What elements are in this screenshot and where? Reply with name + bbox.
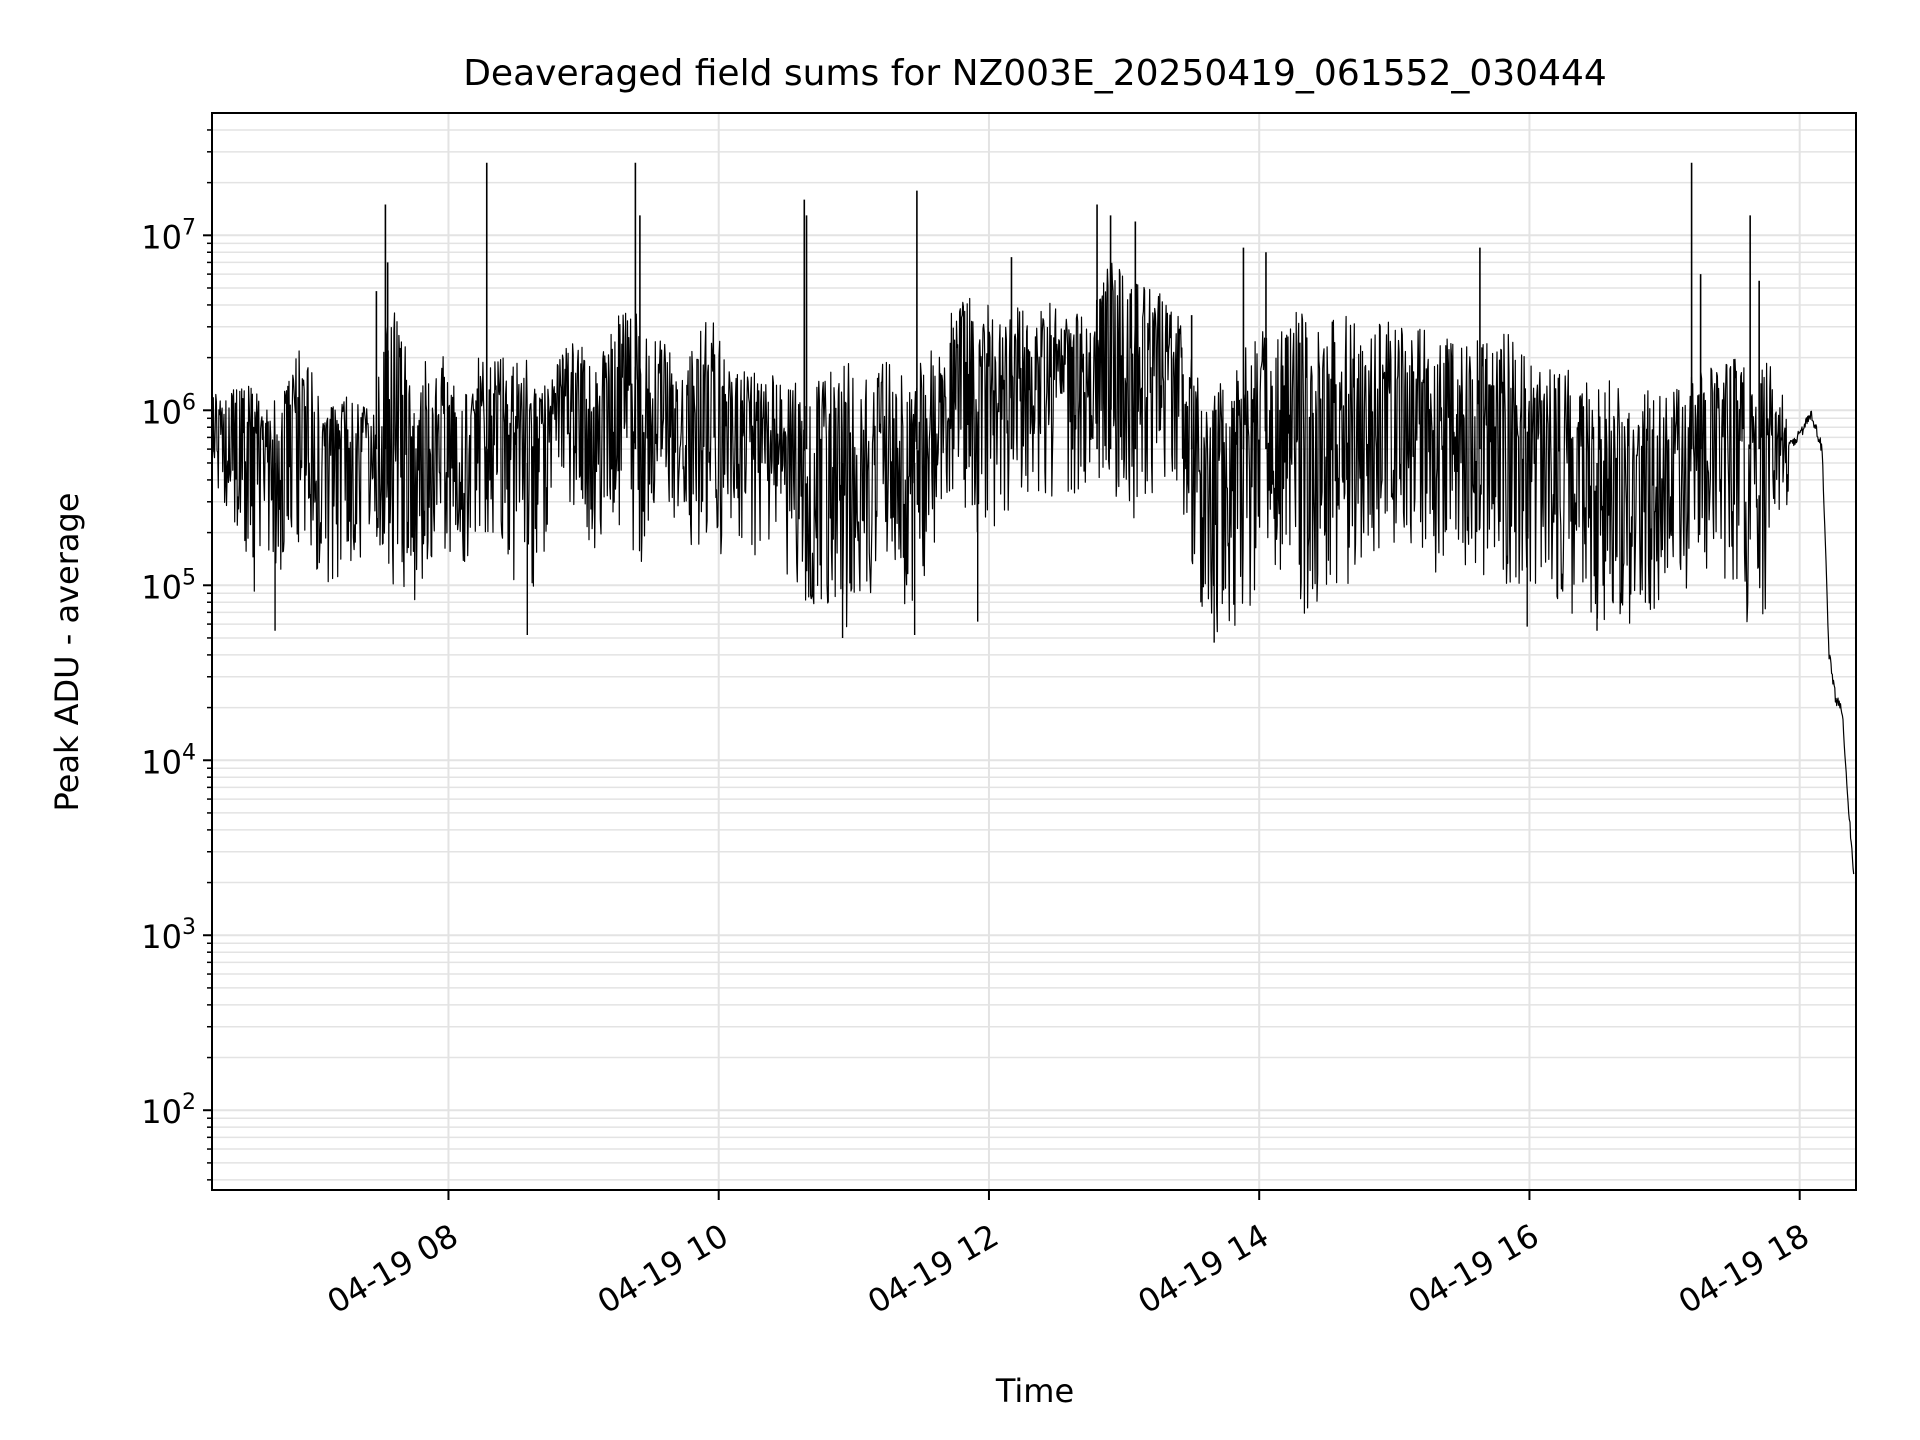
minor-gridlines	[212, 129, 1856, 1181]
x-tick-label: 04-19 12	[861, 1216, 1005, 1321]
y-tick-label: 103	[141, 915, 196, 956]
x-tick-label: 04-19 08	[321, 1216, 465, 1321]
chart-title: Deaveraged field sums for NZ003E_2025041…	[463, 53, 1607, 94]
y-tick-label: 107	[141, 215, 196, 256]
series-line	[211, 262, 1855, 875]
plot-series	[211, 162, 1855, 875]
x-tick-label: 04-19 14	[1131, 1216, 1275, 1321]
y-tick-label: 106	[141, 390, 196, 431]
y-axis: 102 103 104 105 106 107	[141, 129, 212, 1181]
x-tick-label: 04-19 18	[1672, 1216, 1816, 1321]
y-tick-label: 102	[141, 1090, 196, 1131]
y-axis-label: Peak ADU - average	[48, 493, 86, 812]
plot-frame	[211, 112, 1857, 1191]
y-tick-label: 105	[141, 565, 196, 606]
y-tick-label: 104	[141, 740, 196, 781]
x-axis-label: Time	[995, 1372, 1074, 1410]
x-tick-label: 04-19 10	[591, 1216, 735, 1321]
x-tick-label: 04-19 16	[1402, 1216, 1546, 1321]
x-axis: 04-19 08 04-19 10 04-19 12 04-19 14 04-19 16…	[321, 1190, 1816, 1321]
